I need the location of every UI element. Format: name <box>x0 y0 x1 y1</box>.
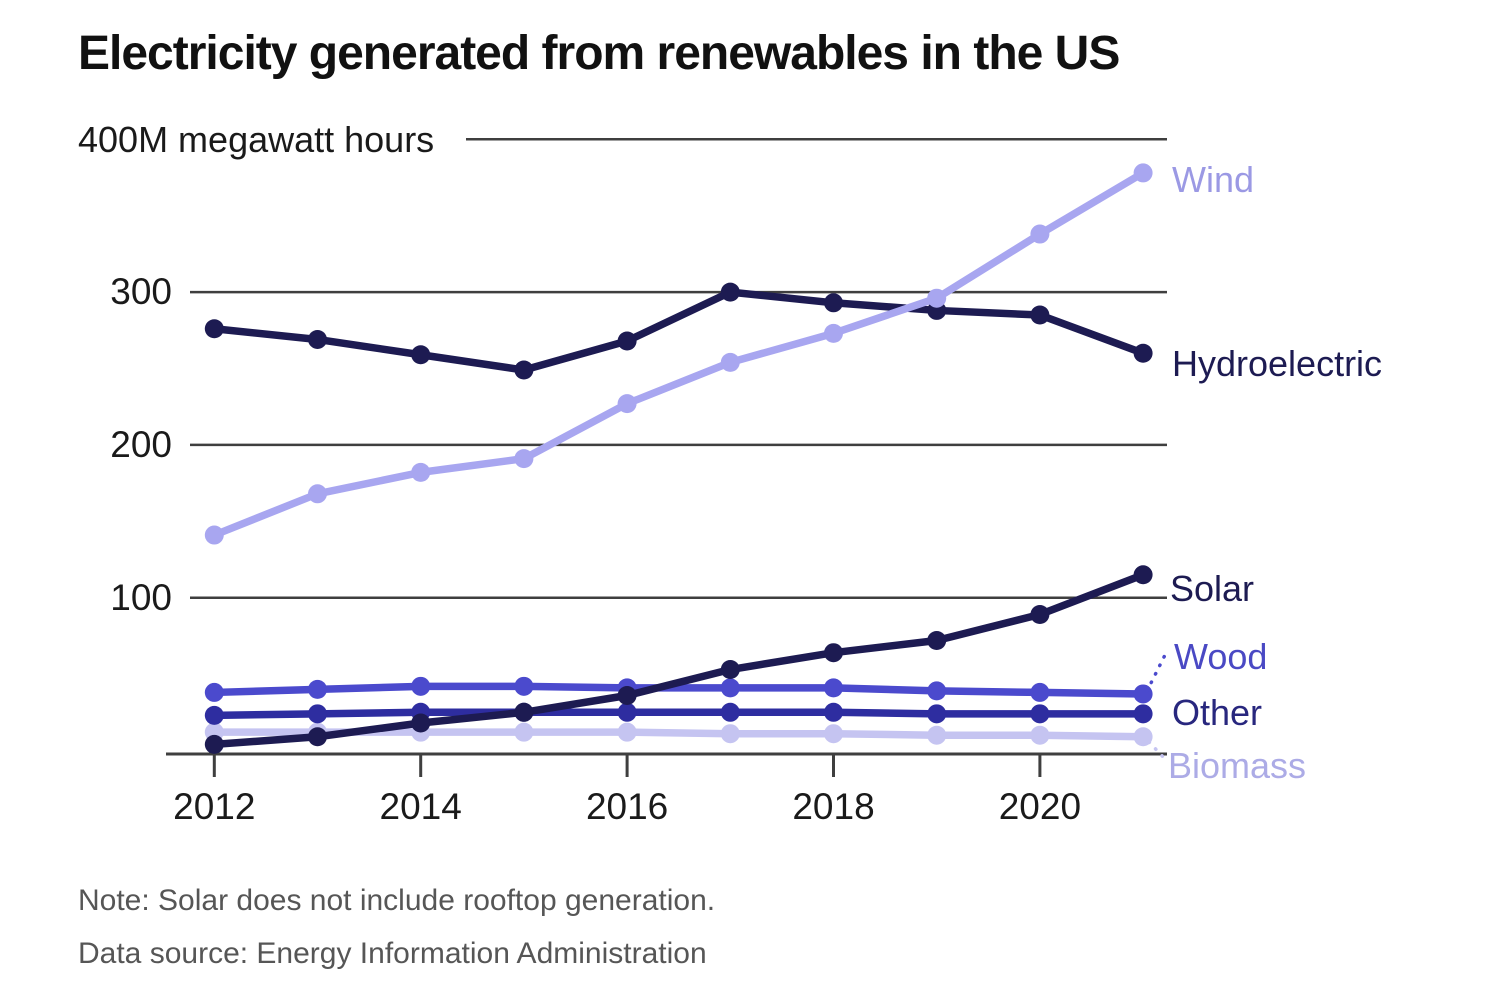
series-point-other-2020 <box>1030 704 1050 724</box>
series-point-hydroelectric-2021 <box>1133 343 1153 363</box>
series-point-biomass-2018 <box>824 724 843 744</box>
series-point-wind-2020 <box>1030 224 1050 244</box>
series-label-wood: Wood <box>1174 636 1268 677</box>
series-line-hydroelectric <box>210 288 1147 374</box>
label-leader-wood <box>1145 651 1168 693</box>
series-point-solar-2021 <box>1133 565 1153 585</box>
series-point-biomass-2016 <box>617 722 637 742</box>
series-line-wood <box>210 682 1147 698</box>
series-point-solar-2012 <box>204 734 224 754</box>
series-point-other-2018 <box>824 702 843 722</box>
series-point-wind-2018 <box>824 323 843 343</box>
series-point-wood-2015 <box>514 676 534 696</box>
y-tick-label-300: 300 <box>110 271 172 313</box>
series-point-other-2016 <box>617 702 637 722</box>
series-point-wind-2017 <box>720 352 740 372</box>
series-point-wind-2013 <box>308 484 327 504</box>
series-point-hydroelectric-2017 <box>720 282 740 302</box>
series-point-wood-2013 <box>308 679 327 699</box>
series-point-hydroelectric-2013 <box>308 329 327 349</box>
series-point-wood-2018 <box>824 678 843 698</box>
y-axis-unit-label: 400M megawatt hours <box>78 119 435 160</box>
series-label-biomass: Biomass <box>1168 745 1307 786</box>
series-point-solar-2017 <box>720 660 740 680</box>
series-point-solar-2014 <box>411 713 431 733</box>
series-point-solar-2015 <box>514 702 534 722</box>
x-tick-label-2012: 2012 <box>173 786 256 827</box>
series-point-biomass-2015 <box>514 722 534 742</box>
series-point-solar-2020 <box>1030 605 1050 625</box>
x-tick-label-2014: 2014 <box>379 786 462 827</box>
series-point-hydroelectric-2012 <box>204 319 224 339</box>
series-line-solar <box>210 571 1147 749</box>
series-point-wood-2021 <box>1133 684 1153 704</box>
series-point-other-2017 <box>720 702 740 722</box>
series-line-other <box>210 708 1147 720</box>
series-point-wood-2012 <box>204 682 224 702</box>
series-point-solar-2019 <box>927 630 947 650</box>
x-tick-label-2018: 2018 <box>792 786 875 827</box>
gridlines-group <box>190 138 1167 599</box>
series-point-biomass-2019 <box>927 725 947 745</box>
series-point-wind-2021 <box>1133 163 1153 183</box>
y-tick-label-200: 200 <box>110 423 172 465</box>
series-point-other-2021 <box>1133 704 1153 724</box>
series-label-other: Other <box>1172 692 1263 733</box>
series-point-wood-2019 <box>927 681 947 701</box>
series-point-biomass-2020 <box>1030 725 1050 745</box>
series-point-hydroelectric-2015 <box>514 360 534 380</box>
label-leaders-group <box>1145 651 1168 761</box>
series-point-wind-2014 <box>411 462 431 482</box>
series-point-wind-2012 <box>204 525 224 545</box>
note-text: Note: Solar does not include rooftop gen… <box>78 884 716 917</box>
series-point-wood-2014 <box>411 676 431 696</box>
series-line-wind <box>210 169 1147 539</box>
series-label-wind: Wind <box>1172 159 1255 200</box>
label-leader-biomass <box>1147 740 1167 761</box>
series-point-hydroelectric-2014 <box>411 345 431 365</box>
series-point-wind-2019 <box>927 288 947 308</box>
series-group <box>204 163 1153 754</box>
series-point-solar-2018 <box>824 643 843 663</box>
series-point-wood-2017 <box>720 678 740 698</box>
series-point-solar-2016 <box>617 685 637 705</box>
series-point-hydroelectric-2016 <box>617 331 637 351</box>
series-point-wind-2016 <box>617 394 637 414</box>
chart-title: Electricity generated from renewables in… <box>78 27 1120 80</box>
series-point-other-2012 <box>204 705 224 725</box>
data-source-text: Data source: Energy Information Administ… <box>78 937 707 970</box>
series-point-hydroelectric-2018 <box>824 293 843 313</box>
series-point-wind-2015 <box>514 449 534 469</box>
y-tick-label-100: 100 <box>110 576 172 618</box>
series-label-solar: Solar <box>1170 568 1255 609</box>
series-point-other-2013 <box>308 704 327 724</box>
series-point-hydroelectric-2020 <box>1030 305 1050 325</box>
series-point-solar-2013 <box>308 727 327 747</box>
series-label-hydroelectric: Hydroelectric <box>1172 343 1383 384</box>
series-point-wood-2020 <box>1030 682 1050 702</box>
series-point-biomass-2017 <box>720 724 740 744</box>
x-tick-label-2016: 2016 <box>585 786 669 827</box>
x-tick-label-2020: 2020 <box>998 786 1082 827</box>
x-axis-group <box>166 752 1167 777</box>
series-point-other-2019 <box>927 704 947 724</box>
